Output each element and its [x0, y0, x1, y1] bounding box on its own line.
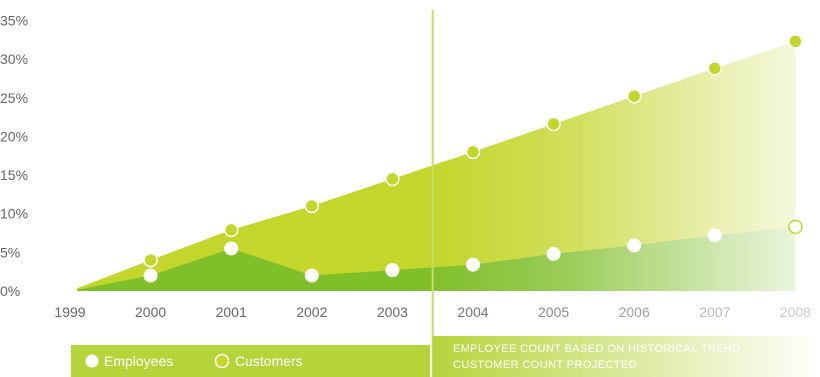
employees-point	[63, 284, 77, 298]
legend-bar	[71, 345, 430, 377]
x-tick-label: 2007	[699, 304, 730, 320]
customers-point	[143, 252, 158, 268]
x-tick-label: 2006	[619, 304, 650, 320]
x-tick-label: 2001	[216, 304, 247, 320]
x-axis: 1999 2000 2001 2002 2003 2004 2005 2006 2007 2008	[54, 304, 811, 320]
y-tick-label: 5%	[0, 244, 20, 260]
projection-note-line: EMPLOYEE COUNT BASED ON HISTORICAL TREND	[453, 343, 741, 355]
y-axis: 0% 5% 10% 15% 20% 25% 30% 35%	[0, 12, 28, 299]
customers-point	[465, 144, 481, 160]
customers-point	[223, 222, 239, 238]
x-tick-label: 2008	[780, 304, 811, 320]
customers-point	[385, 171, 400, 187]
employees-point	[788, 219, 803, 235]
projection-fade	[432, 0, 820, 292]
customers-legend-label: Customers	[235, 353, 303, 369]
projection-note-line: CUSTOMER COUNT PROJECTED	[453, 359, 637, 371]
employees-point	[707, 228, 722, 243]
x-tick-label: 2005	[538, 304, 569, 320]
employees-point	[466, 257, 480, 272]
legend: Employees Customers	[71, 345, 430, 377]
employees-legend-label: Employees	[104, 353, 173, 369]
y-tick-label: 25%	[0, 90, 28, 106]
customers-point	[788, 34, 803, 49]
customers-point	[546, 116, 561, 132]
y-tick-label: 35%	[0, 12, 28, 28]
customers-point	[304, 198, 320, 214]
x-tick-label: 1999	[54, 304, 85, 320]
y-tick-label: 30%	[0, 51, 28, 67]
employees-point	[627, 238, 642, 253]
x-tick-label: 2004	[457, 304, 488, 320]
customers-legend-marker	[214, 353, 230, 369]
projection-note-bar	[432, 336, 820, 377]
x-tick-label: 2002	[296, 304, 327, 320]
employees-point	[546, 246, 561, 261]
employees-point	[224, 241, 239, 256]
y-tick-label: 10%	[0, 206, 28, 222]
customers-point	[626, 88, 642, 104]
y-tick-label: 20%	[0, 128, 28, 144]
x-tick-label: 2003	[377, 304, 408, 320]
employees-legend-marker	[85, 354, 99, 368]
employees-point	[143, 268, 158, 283]
y-tick-label: 0%	[0, 283, 20, 299]
point-layer	[62, 34, 803, 299]
y-tick-label: 15%	[0, 167, 28, 183]
customers-point	[707, 61, 723, 76]
employees-point	[304, 268, 319, 283]
x-tick-label: 2000	[135, 304, 166, 320]
projection-note: EMPLOYEE COUNT BASED ON HISTORICAL TREND…	[432, 336, 820, 377]
employees-point	[385, 263, 400, 278]
